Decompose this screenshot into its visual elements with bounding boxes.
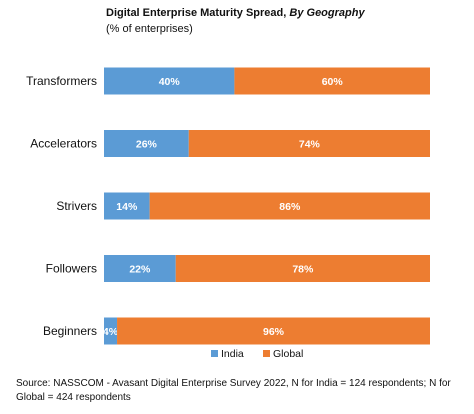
data-label-strivers-global: 86% — [279, 201, 301, 213]
legend-swatch-global — [263, 350, 270, 357]
data-label-followers-global: 78% — [292, 264, 314, 276]
chart-title-text: Digital Enterprise Maturity Spread, — [106, 7, 287, 19]
data-label-followers-india: 22% — [129, 264, 151, 276]
category-label-accelerators: Accelerators — [30, 137, 97, 151]
bar-transformers-global — [234, 67, 430, 95]
chart-title: Digital Enterprise Maturity Spread, By G… — [106, 5, 365, 21]
bar-beginners-india — [104, 317, 118, 345]
stacked-bar-chart: Transformers 40% 60% Accelerators 26% 74% Stri… — [26, 67, 430, 360]
bar-transformers-india — [104, 67, 235, 95]
category-label-followers: Followers — [46, 262, 97, 276]
chart-subtitle: (% of enterprises) — [106, 23, 193, 35]
data-label-beginners-global: 96% — [263, 326, 285, 338]
data-label-accelerators-india: 26% — [136, 139, 158, 151]
legend-label-india: India — [221, 348, 244, 360]
bar-followers-global — [175, 255, 430, 282]
category-label-strivers: Strivers — [56, 199, 97, 213]
category-label-transformers: Transformers — [26, 74, 97, 88]
bar-strivers-india — [104, 192, 150, 220]
legend-swatch-india — [211, 350, 218, 357]
bar-beginners-global — [117, 317, 430, 345]
bar-strivers-global — [149, 192, 430, 220]
bar-accelerators-india — [104, 130, 189, 157]
data-label-transformers-india: 40% — [159, 76, 181, 88]
chart-title-italic: By Geography — [289, 7, 365, 19]
data-label-transformers-global: 60% — [322, 76, 344, 88]
legend-label-global: Global — [273, 348, 303, 360]
bar-accelerators-global — [188, 130, 430, 157]
chart-source-note: Source: NASSCOM - Avasant Digital Enterp… — [16, 378, 451, 403]
bar-followers-india — [104, 255, 176, 282]
data-label-beginners-india: 4% — [103, 326, 119, 338]
data-label-strivers-india: 14% — [116, 201, 138, 213]
chart-title-block: Digital Enterprise Maturity Spread, By G… — [106, 5, 365, 37]
data-label-accelerators-global: 74% — [299, 139, 321, 151]
category-label-beginners: Beginners — [43, 324, 97, 338]
